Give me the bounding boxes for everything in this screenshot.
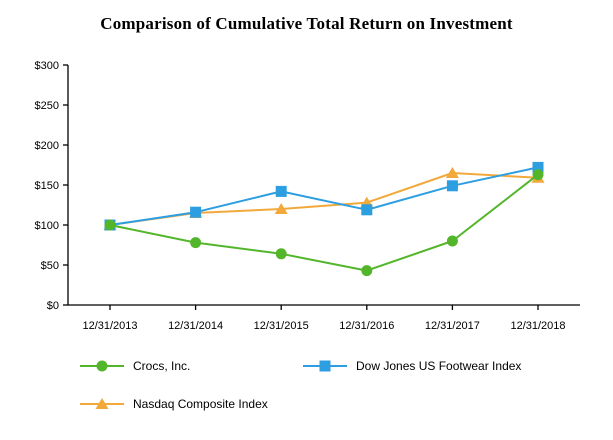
triangle-marker-icon — [80, 396, 124, 412]
legend-label-crocs: Crocs, Inc. — [133, 359, 191, 373]
line-chart-plot: $0 $50 $100 $150 $200 $250 $300 12/31/2013 12/31… — [35, 60, 580, 332]
circle-marker-icon — [80, 358, 124, 374]
svg-text:$50: $50 — [41, 260, 59, 272]
svg-text:$250: $250 — [35, 100, 59, 112]
square-marker-icon — [303, 358, 347, 374]
svg-text:12/31/2014: 12/31/2014 — [168, 320, 223, 332]
svg-text:$200: $200 — [35, 140, 59, 152]
legend-label-nasdaq: Nasdaq Composite Index — [133, 397, 268, 411]
legend-item-nasdaq-composite: Nasdaq Composite Index — [80, 394, 268, 414]
svg-text:$150: $150 — [35, 180, 59, 192]
chart-title: Comparison of Cumulative Total Return on… — [100, 14, 513, 33]
svg-text:$100: $100 — [35, 220, 59, 232]
svg-text:$0: $0 — [47, 300, 59, 312]
svg-text:12/31/2013: 12/31/2013 — [82, 320, 137, 332]
legend-item-crocs: Crocs, Inc. — [80, 356, 190, 376]
svg-text:12/31/2015: 12/31/2015 — [254, 320, 309, 332]
chart-legend: Crocs, Inc. Dow Jones US Footwear Index … — [0, 356, 613, 426]
svg-text:12/31/2018: 12/31/2018 — [510, 320, 565, 332]
legend-label-dow-jones: Dow Jones US Footwear Index — [356, 359, 522, 373]
svg-text:12/31/2017: 12/31/2017 — [425, 320, 480, 332]
svg-text:12/31/2016: 12/31/2016 — [339, 320, 394, 332]
svg-text:$300: $300 — [35, 60, 59, 72]
legend-item-dow-jones-us-footwear: Dow Jones US Footwear Index — [303, 356, 521, 376]
